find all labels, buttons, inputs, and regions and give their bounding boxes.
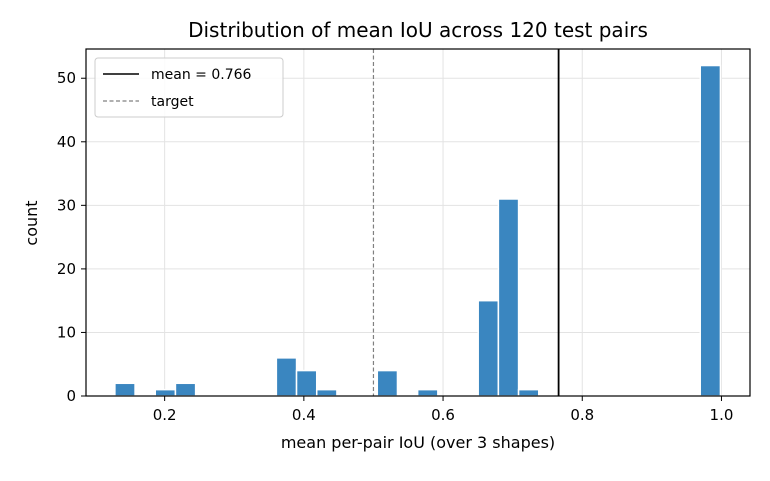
histogram-bar	[517, 388, 540, 397]
chart-title: Distribution of mean IoU across 120 test…	[188, 18, 648, 42]
y-tick-label: 50	[57, 69, 76, 87]
histogram-bar	[114, 382, 136, 397]
histogram-bar	[699, 64, 722, 397]
axis-ticks: 0.2 0.4 0.6 0.8 1.0 0 10 20 30 40 50	[57, 69, 733, 424]
histogram-bar	[497, 198, 520, 397]
x-tick-label: 0.6	[431, 406, 455, 424]
histogram-bar	[376, 369, 399, 397]
x-tick-label: 0.4	[292, 406, 316, 424]
x-axis-label: mean per-pair IoU (over 3 shapes)	[281, 433, 555, 452]
histogram-bar	[295, 369, 318, 397]
histogram-bar	[275, 357, 298, 397]
x-tick-label: 1.0	[710, 406, 734, 424]
histogram-bar	[174, 382, 197, 397]
histogram-bar	[416, 388, 439, 397]
legend-target-label: target	[151, 94, 194, 110]
reference-lines	[372, 49, 560, 396]
x-tick-label: 0.2	[153, 406, 177, 424]
bars	[114, 64, 722, 397]
histogram-bar	[315, 388, 338, 397]
plot-frame	[85, 48, 751, 397]
y-tick-label: 10	[57, 323, 76, 341]
histogram-bar	[154, 388, 177, 397]
legend-box	[94, 57, 284, 118]
y-axis-label: count	[22, 200, 41, 245]
legend: mean = 0.766 target	[94, 57, 284, 118]
legend-mean-label: mean = 0.766	[151, 67, 252, 83]
histogram-bar	[477, 299, 500, 397]
y-tick-label: 40	[57, 133, 76, 151]
y-tick-label: 30	[57, 196, 76, 214]
x-tick-label: 0.8	[570, 406, 594, 424]
y-tick-label: 0	[66, 387, 76, 405]
y-tick-label: 20	[57, 260, 76, 278]
